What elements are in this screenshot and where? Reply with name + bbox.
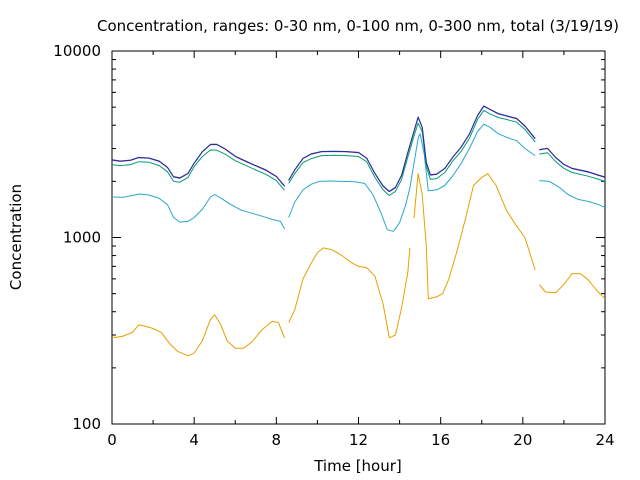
series-0-line-segment-2 xyxy=(413,173,536,300)
series-4-line-segment-2 xyxy=(539,147,606,178)
series-1-line-segment-0 xyxy=(111,193,286,230)
x-tick-label: 8 xyxy=(272,431,282,449)
series-0-line-segment-1 xyxy=(288,247,411,339)
y-tick-label: 100 xyxy=(72,415,101,433)
plot-frame xyxy=(111,50,606,425)
x-tick-label: 24 xyxy=(595,431,614,449)
series-3-line-segment-0 xyxy=(111,144,285,187)
x-tick-label: 4 xyxy=(189,431,199,449)
data-series xyxy=(111,105,606,357)
series-3-line-segment-2 xyxy=(539,148,606,178)
y-axis-label: Concentration xyxy=(7,184,25,290)
x-tick-label: 20 xyxy=(513,431,532,449)
series-2-line-segment-2 xyxy=(539,152,606,182)
series-0-line-segment-3 xyxy=(538,273,606,300)
y-tick-label: 1000 xyxy=(63,229,101,247)
chart-title: Concentration, ranges: 0-30 nm, 0-100 nm… xyxy=(97,17,619,35)
series-2-line-segment-1 xyxy=(288,109,536,196)
y-tick-label: 10000 xyxy=(53,42,101,60)
series-0-line-segment-0 xyxy=(111,314,286,357)
series-1-line-segment-2 xyxy=(539,180,606,208)
x-axis-label: Time [hour] xyxy=(313,457,402,475)
axis-ticks: 0 4 8 12 16 20 24 100 1000 10000 xyxy=(53,42,614,449)
x-tick-label: 16 xyxy=(431,431,450,449)
x-tick-label: 0 xyxy=(107,431,117,449)
series-4-line-segment-0 xyxy=(111,143,285,187)
series-4-line-segment-1 xyxy=(288,105,536,192)
x-tick-label: 12 xyxy=(349,431,368,449)
series-1-line-segment-1 xyxy=(288,123,536,232)
series-3-line-segment-1 xyxy=(288,105,536,193)
series-2-line-segment-0 xyxy=(111,149,285,191)
